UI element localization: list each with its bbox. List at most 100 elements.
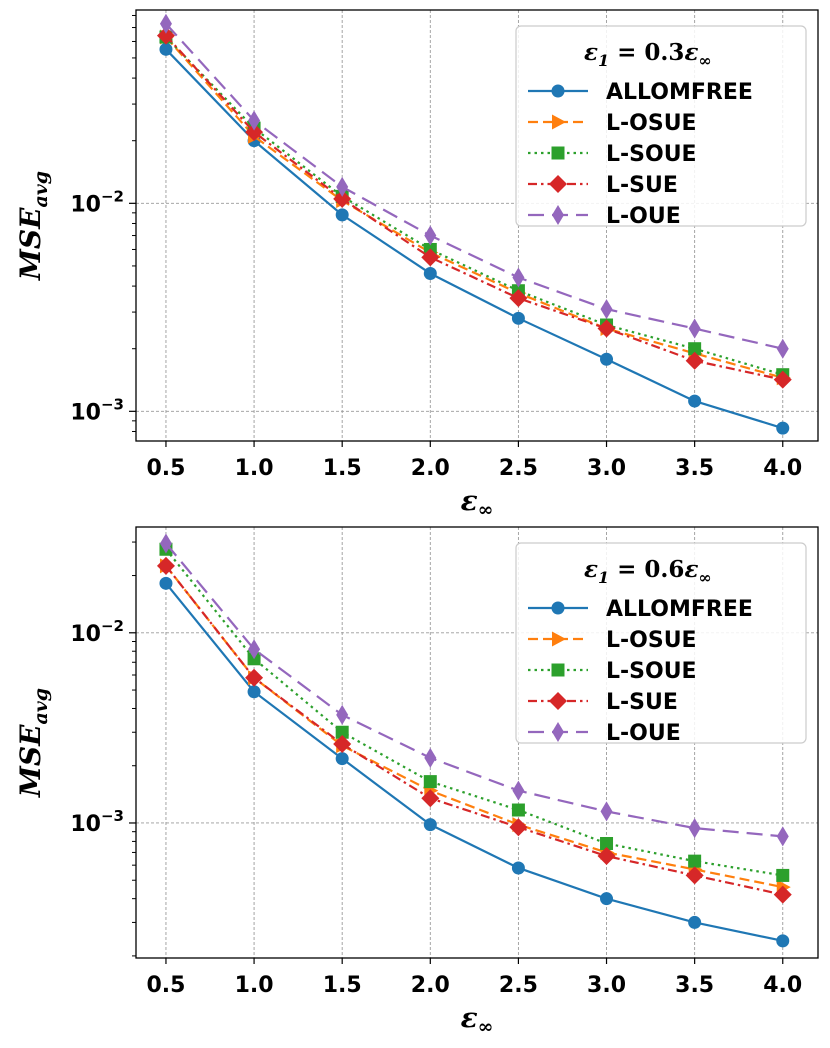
x-tick-label: 1.0 (235, 973, 274, 998)
data-point (335, 725, 349, 739)
data-point (597, 847, 616, 866)
series-l-sue (156, 556, 792, 904)
data-point (248, 639, 261, 660)
data-point (159, 42, 173, 56)
chart-panel-1: 0.5 1.0 1.5 2.0 2.5 3.0 3.5 4.0 10−2 10−3 ε∞ MSEavg… (14, 9, 819, 521)
legend-marker (549, 175, 567, 193)
x-tick-label: 2.5 (499, 973, 538, 998)
x-tick-label: 1.0 (235, 456, 274, 481)
y-tick-label: 10−2 (70, 617, 124, 647)
data-point (336, 176, 349, 197)
data-point (248, 110, 261, 131)
data-point (421, 789, 440, 808)
series-line (165, 48, 784, 430)
data-point (600, 801, 613, 822)
series-line (165, 36, 784, 379)
y-axis-label: MSEavg (14, 171, 52, 281)
series-line (165, 23, 783, 350)
data-point (776, 826, 789, 847)
legend-label: ALLOMFREE (606, 597, 753, 622)
data-point (688, 318, 701, 339)
data-point (776, 421, 790, 435)
legend-marker (551, 84, 565, 98)
data-point (688, 342, 702, 356)
series-line (165, 565, 783, 889)
legend-entry-l-osue: L-OSUE (528, 111, 697, 136)
data-point (159, 13, 172, 34)
legend-label: ALLOMFREE (606, 80, 753, 105)
chart-panel-2: 0.5 1.0 1.5 2.0 2.5 3.0 3.5 4.0 10−2 10−3 ε∞ MSEavg… (14, 526, 819, 1038)
minor-ticks (132, 14, 136, 432)
legend-title: ε1 = 0.3ε∞ (584, 39, 712, 70)
data-point (424, 225, 437, 246)
series-allomfree (159, 576, 790, 948)
y-axis-label: MSEavg (14, 688, 52, 798)
series-line (165, 542, 783, 838)
data-point (776, 934, 790, 948)
x-tick-label: 3.5 (675, 456, 714, 481)
legend-label: L-OSUE (606, 111, 697, 136)
data-point (597, 319, 616, 338)
data-point (511, 803, 525, 817)
y-tick-label: 10−2 (70, 187, 124, 217)
data-point (685, 866, 704, 885)
legend-label: L-OUE (606, 204, 681, 229)
x-tick-label: 4.0 (763, 456, 802, 481)
legend-label: L-SOUE (606, 142, 697, 167)
series-l-oue (159, 533, 789, 847)
x-tick-label: 3.0 (587, 456, 626, 481)
series-line (165, 34, 783, 381)
series-allomfree (159, 42, 790, 435)
data-point (245, 668, 264, 687)
legend-marker (551, 146, 565, 160)
x-axis-label: ε∞ (461, 1001, 494, 1038)
data-point (156, 556, 175, 575)
x-tick-label: 2.0 (411, 973, 450, 998)
series-l-sue (156, 26, 792, 389)
y-tick-label: 10−3 (70, 395, 124, 425)
x-tick-label: 3.5 (675, 973, 714, 998)
x-tick-label: 0.5 (146, 456, 185, 481)
data-point (336, 704, 349, 725)
legend-marker (552, 631, 566, 647)
plot-frame (135, 9, 819, 442)
x-tick-label: 2.5 (499, 456, 538, 481)
plot-frame (135, 526, 819, 959)
legend-marker (551, 663, 565, 677)
data-point (511, 861, 525, 875)
data-point (600, 836, 614, 850)
legend-entry-l-soue: L-SOUE (528, 142, 697, 167)
legend-marker (552, 722, 564, 742)
legend: ε1 = 0.6ε∞ ALLOMFREE L-OSUE L-SOUE L-SUE L-OU… (515, 542, 807, 746)
data-point (688, 818, 701, 839)
data-point (685, 351, 704, 370)
data-point (512, 267, 525, 288)
data-point (423, 775, 437, 789)
series-line (165, 36, 784, 376)
data-point (776, 868, 790, 882)
data-point (688, 394, 702, 408)
x-tick-label: 1.5 (323, 456, 362, 481)
legend-entry-allomfree: ALLOMFREE (528, 597, 753, 622)
x-tick-label: 4.0 (763, 973, 802, 998)
legend-label: L-SOUE (606, 659, 697, 684)
x-tick-label: 2.0 (411, 456, 450, 481)
x-tick-label: 3.0 (587, 973, 626, 998)
legend-entry-l-sue: L-SUE (528, 173, 678, 198)
legend-marker (552, 114, 566, 130)
legend-entry-l-osue: L-OSUE (528, 628, 697, 653)
legend-title: ε1 = 0.6ε∞ (584, 556, 712, 587)
data-point (423, 818, 437, 832)
data-point (247, 685, 261, 699)
data-point (600, 892, 614, 906)
legend-label: L-SUE (606, 690, 678, 715)
y-tick-label: 10−3 (70, 807, 124, 837)
data-point (509, 289, 528, 308)
series-line (165, 582, 783, 942)
data-point (333, 735, 352, 754)
legend-box (515, 542, 807, 744)
series-line (165, 548, 783, 877)
legend-marker (549, 692, 567, 710)
data-point (335, 752, 349, 766)
